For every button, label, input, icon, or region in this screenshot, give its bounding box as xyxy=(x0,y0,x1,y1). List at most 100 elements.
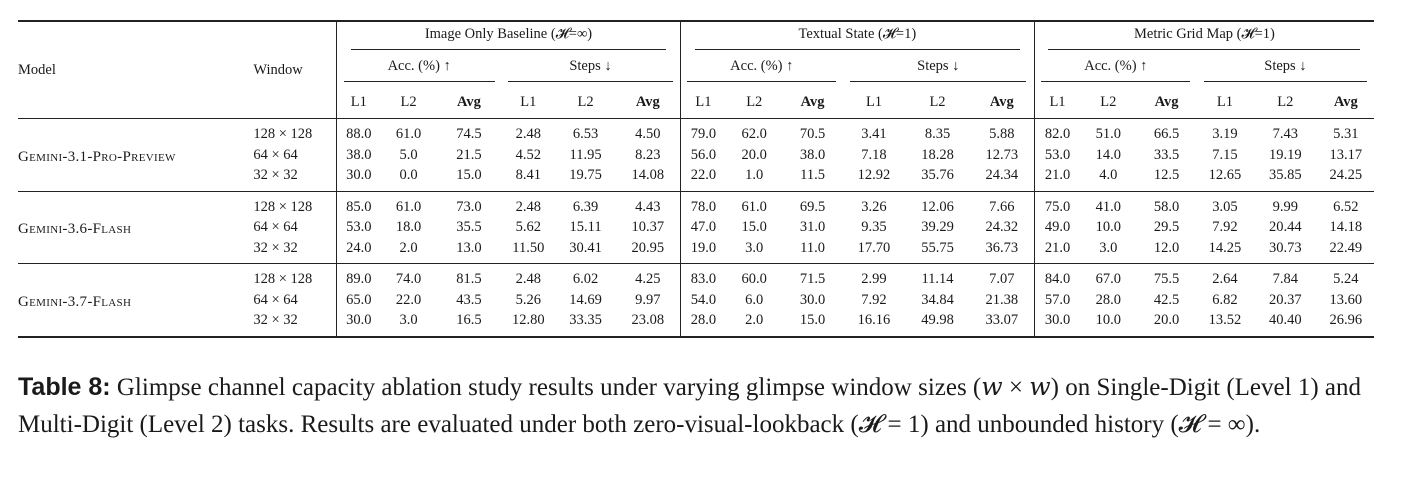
window-size: 32 × 32 xyxy=(253,167,298,183)
column-label-l1: L1 xyxy=(865,93,883,110)
table-cell: 24.25 xyxy=(1329,167,1363,183)
table-cell: 35.5 xyxy=(456,219,482,235)
table-row: 32 × 32 30.0 3.0 16.5 12.80 33.35 23.08 28.0 2.0… xyxy=(18,310,1374,337)
column-label-l2: L2 xyxy=(929,93,946,110)
table-cell: 15.11 xyxy=(569,219,602,235)
table-cell: 33.5 xyxy=(1153,146,1180,163)
table-cell: 61.0 xyxy=(395,126,422,142)
table-cell: 3.19 xyxy=(1212,126,1238,142)
table-body: Gemini-3.1-Pro-Preview 128 × 128 88.0 61.0 7… xyxy=(18,118,1374,337)
model-name: Gemini-3.7-Flash xyxy=(18,293,132,310)
column-label-avg: Avg xyxy=(635,93,660,110)
table-cell: 4.25 xyxy=(635,271,661,287)
table-cell: 4.0 xyxy=(1099,167,1118,183)
window-size: 128 × 128 xyxy=(253,126,313,142)
table-row: 64 × 64 53.0 18.0 35.5 5.62 15.11 10.37 47.0 15.… xyxy=(18,217,1374,238)
table-cell: 18.0 xyxy=(395,219,422,235)
table-cell: 54.0 xyxy=(679,289,727,310)
column-label-avg: Avg xyxy=(1333,93,1358,110)
table-row: 32 × 32 24.0 2.0 13.0 11.50 30.41 20.95 19.0 3.0… xyxy=(18,237,1374,264)
table-cell: 35.76 xyxy=(921,167,954,183)
window-column-header: Window xyxy=(253,61,303,78)
subheader-steps: Steps ↓ xyxy=(1197,54,1374,86)
model-name: Gemini-3.1-Pro-Preview xyxy=(18,148,176,165)
table-cell: 7.43 xyxy=(1272,126,1298,142)
table-cell: 42.5 xyxy=(1153,291,1180,308)
table-cell: 49.0 xyxy=(1033,217,1081,238)
table-cell: 9.97 xyxy=(635,291,661,308)
table-cell: 40.40 xyxy=(1269,312,1302,328)
table-row: 64 × 64 38.0 5.0 21.5 4.52 11.95 8.23 56.0 20.0 3… xyxy=(18,144,1374,165)
table-cell: 85.0 xyxy=(336,191,381,217)
caption-text: Glimpse channel capacity ablation study … xyxy=(18,374,1361,438)
group-header-metric-grid-map: Metric Grid Map (𝓗=1) xyxy=(1033,21,1374,54)
table-cell: 13.17 xyxy=(1329,146,1363,163)
table-cell: 30.0 xyxy=(336,165,381,191)
column-label-avg: Avg xyxy=(1154,93,1179,110)
table-cell: 78.0 xyxy=(679,191,727,217)
table-cell: 21.38 xyxy=(985,291,1019,308)
column-label-l1: L1 xyxy=(336,86,381,119)
table-cell: 5.62 xyxy=(515,219,541,235)
table-cell: 58.0 xyxy=(1153,198,1180,215)
table-cell: 12.65 xyxy=(1208,167,1242,183)
table-cell: 7.84 xyxy=(1272,271,1298,287)
table-cell: 22.0 xyxy=(679,165,727,191)
table-cell: 8.23 xyxy=(635,146,661,163)
table-cell: 19.19 xyxy=(1269,146,1302,163)
table-cell: 17.70 xyxy=(857,239,891,256)
table-cell: 89.0 xyxy=(336,263,381,290)
table-cell: 67.0 xyxy=(1095,271,1121,287)
table-cell: 10.0 xyxy=(1095,219,1121,235)
table-cell: 14.69 xyxy=(569,291,602,308)
table-cell: 12.92 xyxy=(857,167,891,183)
table-cell: 5.24 xyxy=(1333,271,1359,287)
table-cell: 30.73 xyxy=(1269,239,1302,256)
table-cell: 11.14 xyxy=(921,271,954,287)
group-header-image-only: Image Only Baseline (𝓗=∞) xyxy=(336,21,681,54)
table-cell: 88.0 xyxy=(336,118,381,145)
table-cell: 6.02 xyxy=(572,271,599,287)
table-cell: 15.0 xyxy=(456,167,482,183)
table-cell: 33.07 xyxy=(985,312,1019,328)
table-cell: 75.0 xyxy=(1033,191,1081,217)
table-cell: 16.16 xyxy=(857,312,891,328)
table-cell: 43.5 xyxy=(456,291,482,308)
table-cell: 55.75 xyxy=(921,239,954,256)
table-cell: 66.5 xyxy=(1153,126,1180,142)
column-label-l2: L2 xyxy=(1277,93,1294,110)
table-cell: 3.0 xyxy=(1099,239,1118,256)
table-cell: 29.5 xyxy=(1153,219,1180,235)
table-cell: 3.05 xyxy=(1212,198,1238,215)
table-cell: 70.5 xyxy=(799,126,826,142)
table-cell: 82.0 xyxy=(1033,118,1081,145)
table-cell: 30.0 xyxy=(336,310,381,337)
column-label-l2: L2 xyxy=(1100,93,1117,110)
table-cell: 26.96 xyxy=(1329,312,1363,328)
table-cell: 24.32 xyxy=(985,219,1019,235)
table-cell: 7.07 xyxy=(989,271,1015,287)
column-label-l2: L2 xyxy=(577,93,594,110)
table-cell: 5.0 xyxy=(399,146,418,163)
table-cell: 22.49 xyxy=(1329,239,1363,256)
window-size: 64 × 64 xyxy=(253,146,298,163)
column-label-l1: L1 xyxy=(520,93,537,110)
table-cell: 15.0 xyxy=(799,312,826,328)
column-label-l1: L1 xyxy=(1033,86,1081,119)
table-row: Gemini-3.1-Pro-Preview 128 × 128 88.0 61.0 7… xyxy=(18,118,1374,165)
table-cell: 71.5 xyxy=(799,271,826,287)
table-cell: 4.50 xyxy=(635,126,661,142)
column-label-avg: Avg xyxy=(989,93,1014,110)
subheader-steps: Steps ↓ xyxy=(843,54,1035,86)
table-cell: 15.0 xyxy=(741,219,767,235)
table-cell: 2.48 xyxy=(515,198,541,215)
subheader-acc: Acc. (%) ↑ xyxy=(679,54,843,86)
table-cell: 53.0 xyxy=(1033,144,1081,165)
table-cell: 41.0 xyxy=(1095,198,1121,215)
table-cell: 9.99 xyxy=(1272,198,1298,215)
table-row: 32 × 32 30.0 0.0 15.0 8.41 19.75 14.08 22.0 1.0 1… xyxy=(18,165,1374,191)
table-cell: 7.15 xyxy=(1212,146,1238,163)
column-label-l1: L1 xyxy=(679,86,727,119)
table-cell: 30.0 xyxy=(1033,310,1081,337)
table-cell: 4.43 xyxy=(635,198,661,215)
